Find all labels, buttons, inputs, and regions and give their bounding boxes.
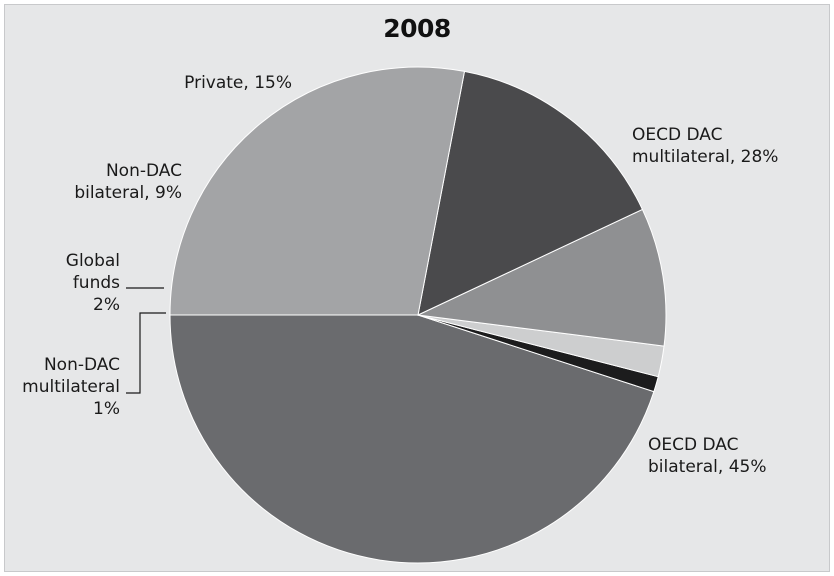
pie-slice-oecd-dac-bilateral — [169, 314, 655, 564]
slice-label-line: multilateral, 28% — [632, 147, 778, 167]
slice-label-global-funds: Global funds 2% — [66, 251, 120, 315]
slice-label-non-dac-multilateral: Non-DAC multilateral 1% — [22, 355, 120, 419]
slice-label-private: Private, 15% — [184, 73, 292, 93]
leader-line-non-dac-multilateral — [126, 312, 166, 394]
chart-title: 2008 — [383, 14, 451, 43]
slice-label-line: 1% — [93, 399, 120, 419]
pie-slice-private — [417, 70, 644, 316]
pie-slice-non-dac-bilateral — [416, 208, 667, 347]
slice-label-oecd-dac-bilateral: OECD DAC bilateral, 45% — [648, 435, 767, 477]
slice-label-line: Global — [66, 251, 120, 271]
slice-label-line: Non-DAC — [106, 161, 182, 181]
slice-label-line: funds — [73, 273, 120, 293]
slice-label-line: bilateral, 45% — [648, 457, 767, 477]
slice-label-non-dac-bilateral: Non-DAC bilateral, 9% — [74, 161, 182, 203]
slice-label-line: Private, 15% — [184, 73, 292, 93]
slice-label-line: OECD DAC — [632, 125, 722, 145]
slice-label-line: 2% — [93, 295, 120, 315]
slice-label-oecd-dac-multilateral: OECD DAC multilateral, 28% — [632, 125, 778, 167]
slice-label-line: multilateral — [22, 377, 120, 397]
slice-label-line: bilateral, 9% — [74, 183, 182, 203]
slice-label-line: OECD DAC — [648, 435, 738, 455]
pie-slice-oecd-dac-multilateral — [169, 66, 466, 316]
slice-label-line: Non-DAC — [44, 355, 120, 375]
